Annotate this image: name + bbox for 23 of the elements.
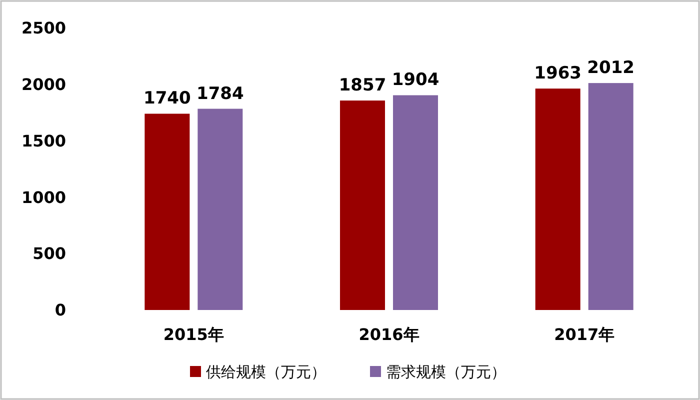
data-label: 1740 [144,88,191,109]
y-tick-label: 2000 [21,75,66,94]
bar [340,100,385,310]
bar [198,108,243,310]
x-tick-label: 2016年 [358,325,420,344]
data-label: 1784 [196,84,244,104]
y-tick-label: 1500 [21,131,66,150]
legend-label: 供给规模（万元） [206,363,326,381]
bar [535,88,580,310]
bar [588,83,634,310]
y-tick-label: 1000 [21,188,66,207]
legend-label: 需求规模（万元） [386,363,506,381]
y-tick-label: 2500 [21,18,66,38]
data-label: 1904 [392,70,440,90]
x-tick-label: 2017年 [554,325,615,344]
y-tick-label: 500 [32,244,66,264]
bar [393,95,438,310]
data-label: 2012 [587,58,634,78]
data-label: 1963 [534,64,582,84]
data-label: 1857 [338,76,386,96]
x-tick-label: 2015年 [163,325,224,344]
bar [144,114,190,310]
y-tick-label: 0 [54,300,66,320]
